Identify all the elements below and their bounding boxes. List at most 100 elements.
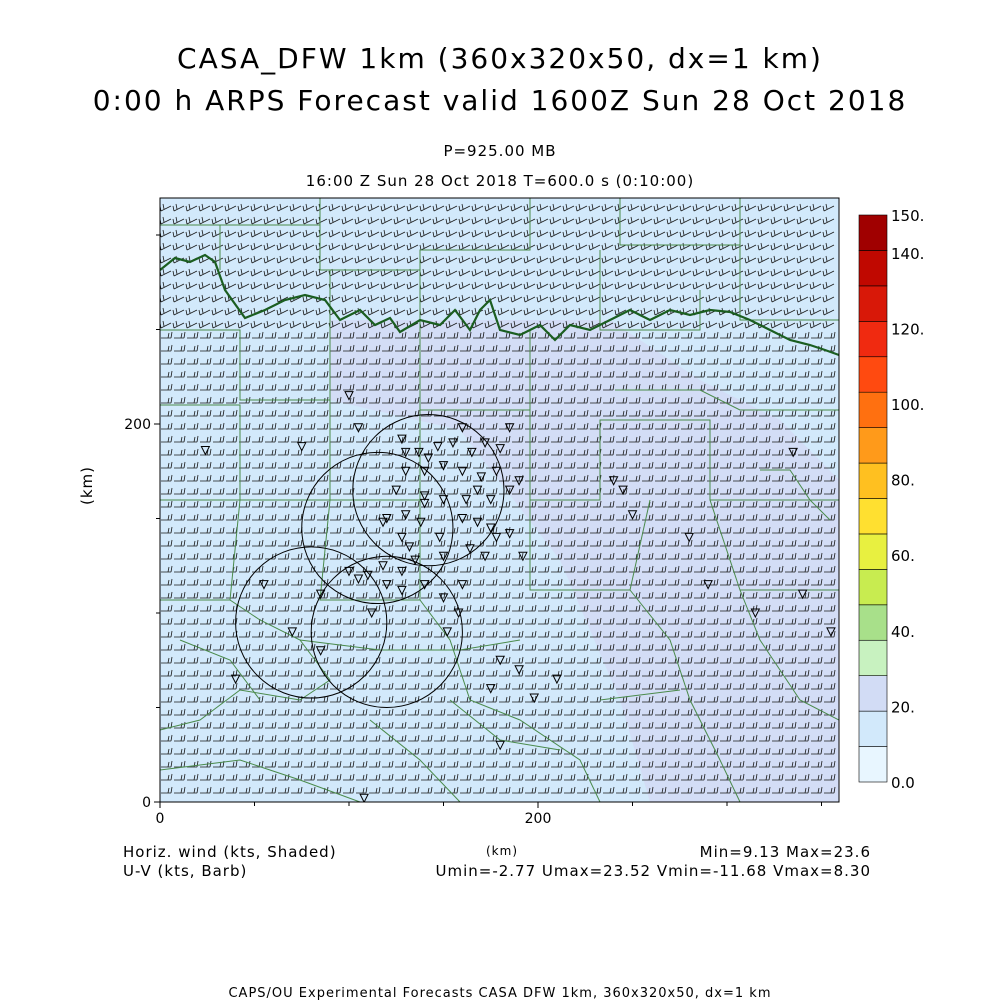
station-marker: [391, 485, 402, 496]
station-marker: [378, 561, 388, 571]
station-marker: [750, 608, 761, 619]
colorbar-label: 40.: [891, 623, 915, 641]
radar-range-ring: [235, 546, 388, 699]
station-marker: [485, 684, 496, 694]
colorbar-segment: [858, 321, 888, 358]
colorbar-label: 120.: [891, 320, 924, 338]
station-marker: [467, 447, 477, 458]
surface-stations: [200, 391, 854, 802]
colorbar-label: 80.: [891, 472, 915, 490]
station-marker: [438, 551, 449, 562]
station-marker: [684, 532, 695, 543]
wind-colorbar: 0.0 20. 40. 60. 80. 100. 120. 140. 150.: [858, 207, 924, 792]
station-marker: [434, 532, 445, 543]
station-marker: [397, 585, 407, 596]
station-marker: [476, 472, 487, 483]
colorbar-label: 0.0: [891, 774, 915, 792]
valid-time-label: 16:00 Z Sun 28 Oct 2018 T=600.0 s (0:10:…: [305, 172, 695, 190]
station-marker: [480, 551, 490, 562]
station-marker: [797, 589, 808, 600]
x-tick-label: 200: [525, 811, 552, 827]
station-marker: [419, 466, 430, 477]
station-marker: [259, 580, 269, 590]
station-marker: [491, 532, 502, 543]
station-marker: [416, 517, 426, 528]
radar-range-ring: [352, 414, 505, 567]
station-marker: [315, 589, 326, 600]
station-marker: [504, 423, 515, 433]
colorbar-label: 20.: [891, 698, 915, 716]
colorbar-segment: [858, 498, 888, 535]
colorbar-label: 100.: [891, 396, 924, 414]
station-marker: [438, 495, 449, 505]
station-marker: [400, 466, 411, 477]
station-marker: [457, 580, 468, 590]
station-marker: [495, 655, 506, 666]
station-marker: [366, 608, 377, 619]
colorbar-segment: [858, 214, 888, 251]
colorbar-segment: [858, 710, 888, 747]
station-marker: [495, 444, 506, 454]
radar-range-ring: [310, 555, 463, 709]
radar-range-ring: [301, 451, 454, 605]
radar-range-rings: [235, 414, 505, 709]
legend-shaded-field: Horiz. wind (kts, Shaded): [123, 843, 337, 861]
uv-range-readout: Umin=-2.77 Umax=23.52 Vmin=-11.68 Vmax=8…: [435, 862, 871, 880]
station-marker: [504, 529, 515, 539]
min-max-readout: Min=9.13 Max=23.6: [699, 843, 871, 861]
station-marker: [381, 514, 392, 524]
colorbar-segment: [858, 285, 888, 322]
station-marker: [419, 491, 430, 501]
station-marker: [485, 495, 496, 505]
station-marker: [423, 453, 434, 464]
station-marker: [287, 627, 298, 638]
station-marker: [485, 523, 496, 534]
station-marker: [353, 423, 364, 433]
state-border-red-river: [160, 253, 839, 357]
plot-frame: [159, 197, 840, 803]
station-marker: [826, 627, 836, 638]
station-marker: [315, 646, 326, 656]
county-boundaries: [160, 198, 839, 802]
station-marker: [448, 438, 458, 449]
station-marker: [846, 518, 854, 526]
colorbar-segment: [858, 462, 888, 499]
station-marker: [472, 485, 483, 496]
wind-shading-higher: [330, 320, 839, 802]
station-marker: [608, 476, 619, 486]
colorbar-segment: [858, 250, 888, 287]
x-axis-label: (km): [486, 844, 519, 858]
station-marker: [230, 674, 241, 685]
map-title-line1: CASA_DFW 1km (360x320x50, dx=1 km): [177, 42, 823, 75]
legend-barb-field: U-V (kts, Barb): [123, 862, 248, 880]
station-marker: [400, 447, 411, 458]
y-axis-label: (km): [78, 465, 96, 505]
station-marker: [397, 434, 407, 445]
colorbar-segment: [858, 604, 888, 641]
pressure-level-label: P=925.00 MB: [443, 142, 557, 160]
station-marker: [296, 442, 307, 452]
station-marker: [461, 495, 471, 505]
station-marker: [378, 517, 388, 528]
station-marker: [381, 580, 392, 590]
station-marker: [788, 447, 798, 458]
colorbar-segment: [858, 569, 888, 606]
map-axes: 0 200 0 200: [124, 234, 822, 827]
y-tick-label: 0: [142, 795, 151, 811]
station-marker: [514, 476, 524, 486]
station-marker: [457, 466, 468, 477]
colorbar-segment: [858, 391, 888, 428]
x-tick-label: 0: [156, 811, 165, 827]
station-marker: [438, 461, 449, 471]
station-marker: [414, 447, 424, 458]
station-marker: [491, 466, 502, 477]
station-marker: [410, 555, 420, 566]
station-marker: [442, 627, 453, 638]
wind-barb-field: [160, 203, 836, 794]
station-marker: [618, 485, 628, 496]
footer-caption: CAPS/OU Experimental Forecasts CASA DFW …: [228, 986, 772, 1001]
colorbar-label: 60.: [891, 547, 915, 565]
y-tick-label: 200: [124, 417, 151, 433]
station-marker: [457, 423, 468, 433]
